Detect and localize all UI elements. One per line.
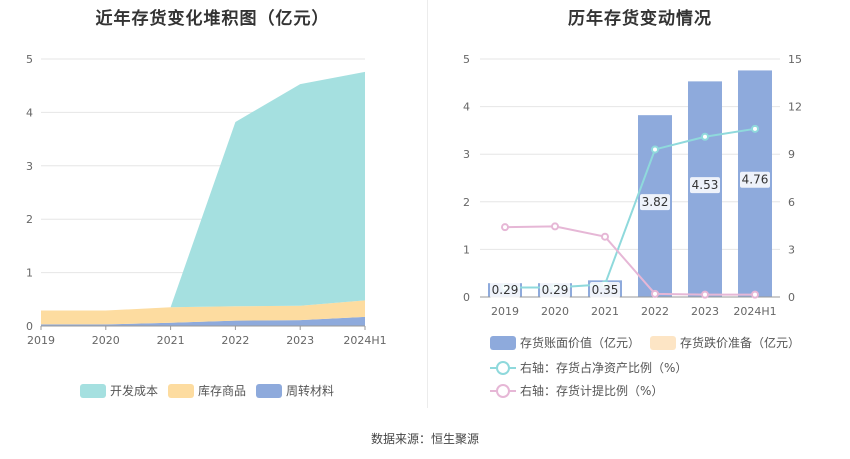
data-label-bg — [490, 282, 520, 298]
panel-divider — [427, 0, 428, 408]
legend-swatch — [490, 336, 516, 350]
data-source-note: 数据来源：恒生聚源 — [370, 432, 479, 446]
line-point — [651, 289, 659, 298]
x-tick-label: 2019 — [27, 334, 55, 347]
data-label: 0.35 — [592, 283, 619, 297]
legend-label: 开发成本 — [110, 383, 158, 398]
y2-tick-label: 9 — [788, 148, 795, 161]
y-tick-label: 2 — [463, 196, 470, 209]
y2-tick-label: 12 — [788, 101, 802, 114]
stacked-area-chart: 0 1 2 3 4 5 2019 2020 2021 2022 2023 2024H1 开发成本 库存商品… — [26, 53, 387, 398]
y2-tick-label: 3 — [788, 243, 795, 256]
y-tick-label: 4 — [463, 101, 470, 114]
y-tick-label: 5 — [463, 53, 470, 66]
legend-marker — [496, 361, 510, 375]
data-label-bg — [640, 194, 670, 211]
data-label: 0.29 — [492, 283, 519, 297]
y-tick-label: 0 — [26, 320, 33, 333]
y2-tick-label: 0 — [788, 291, 795, 304]
legend-label: 周转材料 — [286, 383, 334, 398]
legend-swatch-库存商品 — [168, 384, 194, 398]
line-point — [701, 132, 709, 141]
x-tick-label: 2021 — [591, 305, 619, 318]
data-label-bg — [590, 282, 620, 298]
line-point — [751, 290, 759, 299]
x-tick-label: 2020 — [92, 334, 120, 347]
x-tick-label: 2019 — [491, 305, 519, 318]
x-tick-label: 2024H1 — [343, 334, 386, 347]
data-label-bg — [540, 282, 570, 298]
y-tick-label: 5 — [26, 53, 33, 66]
line-point — [601, 232, 609, 241]
legend-swatch-开发成本 — [80, 384, 106, 398]
legend-label: 右轴：存货计提比例（%） — [520, 383, 663, 398]
x-tick-label: 2023 — [286, 334, 314, 347]
left-chart-title: 近年存货变化堆积图（亿元） — [95, 9, 330, 29]
legend-label: 库存商品 — [198, 383, 246, 398]
data-label-bg — [690, 177, 720, 194]
legend-swatch-周转材料 — [256, 384, 282, 398]
area-周转材料 — [41, 316, 365, 326]
right-chart-title: 历年存货变动情况 — [568, 9, 712, 29]
x-tick-label: 2023 — [691, 305, 719, 318]
legend-swatch — [650, 336, 676, 350]
x-tick-label: 2022 — [641, 305, 669, 318]
data-label-bg — [740, 171, 770, 188]
x-tick-label: 2024H1 — [733, 305, 776, 318]
area-库存商品 — [41, 300, 365, 325]
data-label: 3.82 — [642, 195, 669, 209]
y-tick-label: 4 — [26, 106, 33, 119]
line-point — [651, 145, 659, 154]
y-tick-label: 3 — [26, 160, 33, 173]
legend-label: 存货账面价值（亿元） — [520, 335, 640, 350]
line-point — [751, 124, 759, 133]
line-point — [701, 290, 709, 299]
data-label: 0.29 — [542, 283, 569, 297]
legend-label: 存货跌价准备（亿元） — [680, 335, 800, 350]
y-tick-label: 0 — [463, 291, 470, 304]
legend-marker — [496, 384, 510, 398]
line-series — [504, 225, 755, 296]
x-tick-label: 2021 — [157, 334, 185, 347]
data-label: 4.76 — [742, 173, 769, 187]
line-point — [501, 223, 509, 232]
y-tick-label: 1 — [26, 267, 33, 280]
y-tick-label: 3 — [463, 148, 470, 161]
x-tick-label: 2020 — [541, 305, 569, 318]
line-point — [551, 222, 559, 231]
y-tick-label: 2 — [26, 213, 33, 226]
legend-label: 右轴：存货占净资产比例（%） — [520, 360, 687, 375]
x-tick-label: 2022 — [221, 334, 249, 347]
y2-tick-label: 6 — [788, 196, 795, 209]
y-tick-label: 1 — [463, 243, 470, 256]
data-label: 4.53 — [692, 178, 719, 192]
y2-tick-label: 15 — [788, 53, 802, 66]
area-开发成本 — [41, 71, 365, 311]
